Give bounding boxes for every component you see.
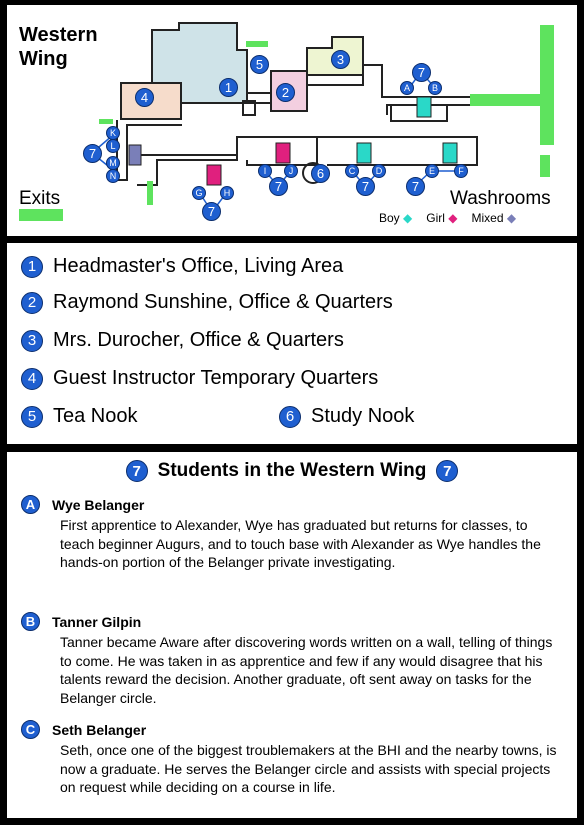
room-marker-1[interactable]: 1 xyxy=(219,78,238,97)
students-heading: 7 Students in the Western Wing 7 xyxy=(7,460,577,482)
students-panel: 7 Students in the Western Wing 7 A Wye B… xyxy=(7,452,577,818)
exit-right-vertical xyxy=(540,25,554,145)
legend-item-3: 3 Mrs. Durocher, Office & Quarters xyxy=(21,329,344,352)
student-letter-b[interactable]: B xyxy=(428,81,442,95)
student-marker[interactable]: 7 xyxy=(356,177,375,196)
map-title-line1: Western xyxy=(19,24,98,46)
student-marker[interactable]: 7 xyxy=(269,177,288,196)
student-letter-j[interactable]: J xyxy=(284,164,298,178)
boy-diamond-icon: ◆ xyxy=(403,211,413,225)
girl-diamond-icon: ◆ xyxy=(448,211,458,225)
legend-label-4: Guest Instructor Temporary Quarters xyxy=(53,367,379,389)
washroom-boy-1 xyxy=(416,96,432,118)
student-marker[interactable]: 7 xyxy=(412,63,431,82)
student-letter-h[interactable]: H xyxy=(220,186,234,200)
room-legend-panel: 1 Headmaster's Office, Living Area 2 Ray… xyxy=(7,243,577,444)
student-letter-n[interactable]: N xyxy=(106,169,120,183)
student-letter-g[interactable]: G xyxy=(192,186,206,200)
floor-plan xyxy=(19,22,554,221)
room-marker-2[interactable]: 2 xyxy=(276,83,295,102)
student-description: Tanner became Aware after discovering wo… xyxy=(60,634,553,706)
student-letter-e[interactable]: E xyxy=(425,164,439,178)
student-description: First apprentice to Alexander, Wye has g… xyxy=(60,517,541,570)
map-panel: Western Wing Exits Washrooms Boy ◆ Girl … xyxy=(7,5,577,236)
washroom-legend: Boy ◆ Girl ◆ Mixed ◆ xyxy=(379,211,516,225)
student-marker[interactable]: 7 xyxy=(202,202,221,221)
exit-legend-swatch xyxy=(19,209,63,221)
legend-number-6: 6 xyxy=(279,405,301,428)
washroom-girl-1 xyxy=(275,142,291,164)
legend-number-3: 3 xyxy=(21,329,43,352)
student-entry-c: C Seth Belanger Seth, once one of the bi… xyxy=(21,720,561,797)
legend-number-2: 2 xyxy=(21,291,43,314)
room-4-fill xyxy=(120,82,182,120)
exits-label: Exits xyxy=(19,188,61,209)
student-letter-k[interactable]: K xyxy=(106,126,120,140)
washroom-girl-key: Girl ◆ xyxy=(426,211,458,225)
heading-number-right: 7 xyxy=(436,460,459,482)
legend-number-4: 4 xyxy=(21,367,43,390)
heading-number-left: 7 xyxy=(125,460,148,482)
legend-item-6: 6 Study Nook xyxy=(279,405,414,428)
mixed-diamond-icon: ◆ xyxy=(506,211,517,225)
student-letter-badge: A xyxy=(21,495,40,514)
room-marker-4[interactable]: 4 xyxy=(135,88,154,107)
exit-right-low xyxy=(540,155,550,177)
student-letter-f[interactable]: F xyxy=(454,164,468,178)
room-marker-5[interactable]: 5 xyxy=(250,55,269,74)
student-marker[interactable]: 7 xyxy=(406,177,425,196)
washroom-boy-key: Boy ◆ xyxy=(379,211,413,225)
student-marker[interactable]: 7 xyxy=(83,144,102,163)
student-letter-l[interactable]: L xyxy=(106,139,120,153)
student-name: Tanner Gilpin xyxy=(52,613,142,630)
map-title: Western Wing xyxy=(19,23,98,71)
exit-top-left xyxy=(246,41,268,47)
student-letter-m[interactable]: M xyxy=(106,156,120,170)
map-title-line2: Wing xyxy=(19,48,68,70)
student-letter-i[interactable]: I xyxy=(258,164,272,178)
legend-item-5: 5 Tea Nook xyxy=(21,405,138,428)
exit-bottom-left xyxy=(147,181,153,205)
legend-label-1: Headmaster's Office, Living Area xyxy=(53,255,344,277)
student-name: Seth Belanger xyxy=(52,721,147,738)
exit-left xyxy=(99,119,113,124)
legend-item-1: 1 Headmaster's Office, Living Area xyxy=(21,255,343,278)
legend-item-2: 2 Raymond Sunshine, Office & Quarters xyxy=(21,291,393,314)
room-marker-6[interactable]: 6 xyxy=(311,164,330,183)
washroom-boy-2 xyxy=(356,142,372,164)
student-letter-badge: B xyxy=(21,612,40,631)
student-name: Wye Belanger xyxy=(52,496,145,513)
student-letter-c[interactable]: C xyxy=(345,164,359,178)
exit-right-horizontal xyxy=(470,94,545,106)
student-description: Seth, once one of the biggest troublemak… xyxy=(60,742,557,795)
student-letter-badge: C xyxy=(21,720,40,739)
student-letter-d[interactable]: D xyxy=(372,164,386,178)
student-letter-a[interactable]: A xyxy=(400,81,414,95)
washroom-mixed-1 xyxy=(128,144,142,166)
student-entry-a: A Wye Belanger First apprentice to Alexa… xyxy=(21,495,561,572)
washroom-boy-3 xyxy=(442,142,458,164)
legend-number-5: 5 xyxy=(21,405,43,428)
washrooms-label: Washrooms xyxy=(450,188,551,209)
room-marker-3[interactable]: 3 xyxy=(331,50,350,69)
washroom-girl-2 xyxy=(206,164,222,186)
student-entry-b: B Tanner Gilpin Tanner became Aware afte… xyxy=(21,612,561,707)
legend-label-5: Tea Nook xyxy=(53,405,138,427)
legend-number-1: 1 xyxy=(21,255,43,278)
legend-label-2: Raymond Sunshine, Office & Quarters xyxy=(53,291,393,313)
washroom-mixed-key: Mixed ◆ xyxy=(471,211,517,225)
students-title: Students in the Western Wing xyxy=(157,460,427,481)
legend-label-6: Study Nook xyxy=(311,405,415,427)
legend-label-3: Mrs. Durocher, Office & Quarters xyxy=(53,329,344,351)
legend-item-4: 4 Guest Instructor Temporary Quarters xyxy=(21,367,378,390)
